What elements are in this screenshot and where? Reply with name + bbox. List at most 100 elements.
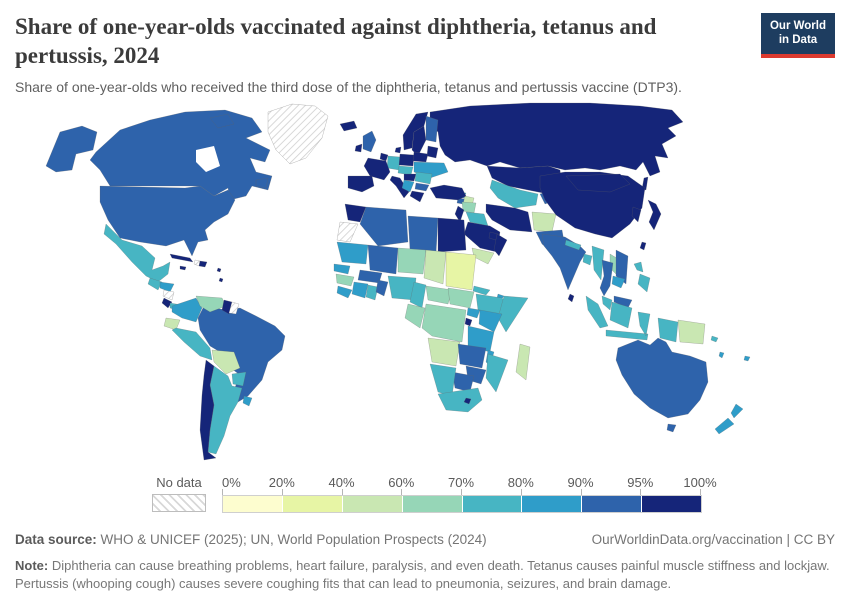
region-solomon-islands[interactable]	[710, 335, 719, 343]
region-morocco[interactable]	[344, 203, 367, 223]
region-bangladesh[interactable]	[582, 253, 593, 266]
region-central-african-republic[interactable]	[425, 285, 453, 305]
region-belarus[interactable]	[412, 151, 429, 163]
region-south-sudan[interactable]	[447, 287, 475, 309]
region-lesser-antilles[interactable]	[216, 267, 224, 283]
region-kenya[interactable]	[478, 309, 503, 333]
region-usa-alaska[interactable]	[45, 125, 98, 173]
legend-bin[interactable]	[282, 496, 343, 512]
region-senegal[interactable]	[333, 263, 351, 275]
region-hungary[interactable]	[403, 173, 417, 182]
region-sierra-leone-liberia[interactable]	[336, 285, 353, 299]
region-baltics[interactable]	[426, 145, 439, 159]
region-guatemala[interactable]	[147, 277, 163, 291]
region-ghana[interactable]	[365, 284, 379, 301]
region-mexico[interactable]	[103, 223, 171, 283]
region-balkans-west[interactable]	[401, 179, 415, 193]
region-rwanda-burundi[interactable]	[464, 317, 473, 327]
region-dominican-republic[interactable]	[198, 260, 208, 268]
region-mali[interactable]	[367, 244, 399, 275]
region-costa-rica[interactable]	[161, 297, 173, 309]
region-iberia[interactable]	[347, 175, 375, 193]
region-new-zealand[interactable]	[714, 403, 744, 435]
region-cambodia[interactable]	[611, 275, 626, 289]
region-russia-sakhalin[interactable]	[641, 176, 649, 191]
region-malaysia[interactable]	[601, 295, 613, 311]
region-afghanistan[interactable]	[531, 211, 557, 233]
region-papua-new-guinea[interactable]	[677, 319, 706, 345]
legend-bin[interactable]	[223, 496, 283, 512]
region-greenland[interactable]	[267, 103, 329, 165]
region-vanuatu[interactable]	[718, 351, 725, 359]
region-syria[interactable]	[461, 201, 477, 214]
region-greece[interactable]	[409, 190, 425, 203]
region-mozambique[interactable]	[485, 353, 509, 393]
region-poland[interactable]	[398, 153, 415, 167]
region-madagascar[interactable]	[515, 343, 531, 381]
region-yemen[interactable]	[471, 247, 495, 265]
legend-bin[interactable]	[462, 496, 523, 512]
region-canada-arctic[interactable]	[209, 113, 235, 129]
region-canada-newfoundland[interactable]	[255, 177, 269, 189]
region-niger[interactable]	[397, 247, 427, 275]
region-namibia[interactable]	[429, 363, 457, 397]
region-uruguay[interactable]	[242, 395, 253, 407]
region-japan[interactable]	[647, 199, 662, 231]
region-paraguay[interactable]	[231, 371, 247, 387]
region-oman[interactable]	[493, 233, 508, 257]
region-iceland[interactable]	[339, 120, 358, 132]
region-western-sahara[interactable]	[336, 221, 359, 243]
region-egypt[interactable]	[437, 217, 467, 253]
region-fiji[interactable]	[743, 355, 751, 362]
region-thailand[interactable]	[599, 259, 614, 297]
region-mongolia[interactable]	[565, 173, 631, 193]
region-drc[interactable]	[421, 303, 467, 343]
region-low-countries[interactable]	[379, 152, 389, 162]
region-india[interactable]	[541, 233, 587, 291]
region-france[interactable]	[363, 157, 391, 181]
region-iran[interactable]	[485, 203, 533, 233]
legend-no-data-swatch[interactable]	[152, 494, 206, 512]
region-chad[interactable]	[423, 249, 447, 285]
region-korea[interactable]	[631, 206, 642, 223]
region-suriname[interactable]	[228, 301, 240, 315]
region-lesotho[interactable]	[463, 397, 472, 405]
owid-link[interactable]: OurWorldinData.org/vaccination | CC BY	[591, 532, 835, 547]
legend-bin[interactable]	[342, 496, 403, 512]
region-ireland[interactable]	[354, 143, 363, 153]
region-australia-tasmania[interactable]	[666, 423, 677, 433]
region-gabon-congo[interactable]	[404, 303, 426, 329]
region-sudan[interactable]	[445, 251, 477, 291]
region-guyana[interactable]	[221, 299, 233, 315]
region-germany[interactable]	[386, 155, 401, 171]
region-somalia[interactable]	[497, 295, 529, 333]
region-angola[interactable]	[427, 337, 461, 367]
region-zambia[interactable]	[457, 343, 487, 369]
region-sweden[interactable]	[411, 125, 427, 157]
region-myanmar[interactable]	[591, 245, 605, 281]
region-bolivia[interactable]	[211, 349, 241, 375]
region-guinea[interactable]	[335, 273, 355, 287]
region-venezuela[interactable]	[195, 295, 227, 313]
region-taiwan[interactable]	[639, 241, 647, 251]
region-nepal[interactable]	[564, 239, 582, 251]
legend-bin[interactable]	[582, 496, 643, 512]
legend-bin[interactable]	[402, 496, 463, 512]
region-chile[interactable]	[199, 359, 217, 461]
region-cuba[interactable]	[169, 253, 194, 263]
region-russia[interactable]	[429, 102, 684, 177]
region-bulgaria[interactable]	[414, 182, 430, 192]
region-togo-benin[interactable]	[375, 279, 389, 297]
region-south-africa[interactable]	[437, 387, 483, 413]
region-nicaragua[interactable]	[162, 289, 175, 301]
region-italy[interactable]	[389, 175, 410, 199]
region-australia[interactable]	[615, 337, 709, 419]
region-philippines[interactable]	[633, 261, 651, 293]
owid-logo[interactable]: Our World in Data	[761, 13, 835, 58]
region-eritrea[interactable]	[472, 285, 491, 296]
region-colombia[interactable]	[171, 297, 203, 323]
region-peru[interactable]	[171, 327, 213, 361]
region-uk[interactable]	[362, 130, 377, 153]
region-brazil[interactable]	[197, 305, 286, 403]
region-vietnam[interactable]	[615, 249, 629, 285]
